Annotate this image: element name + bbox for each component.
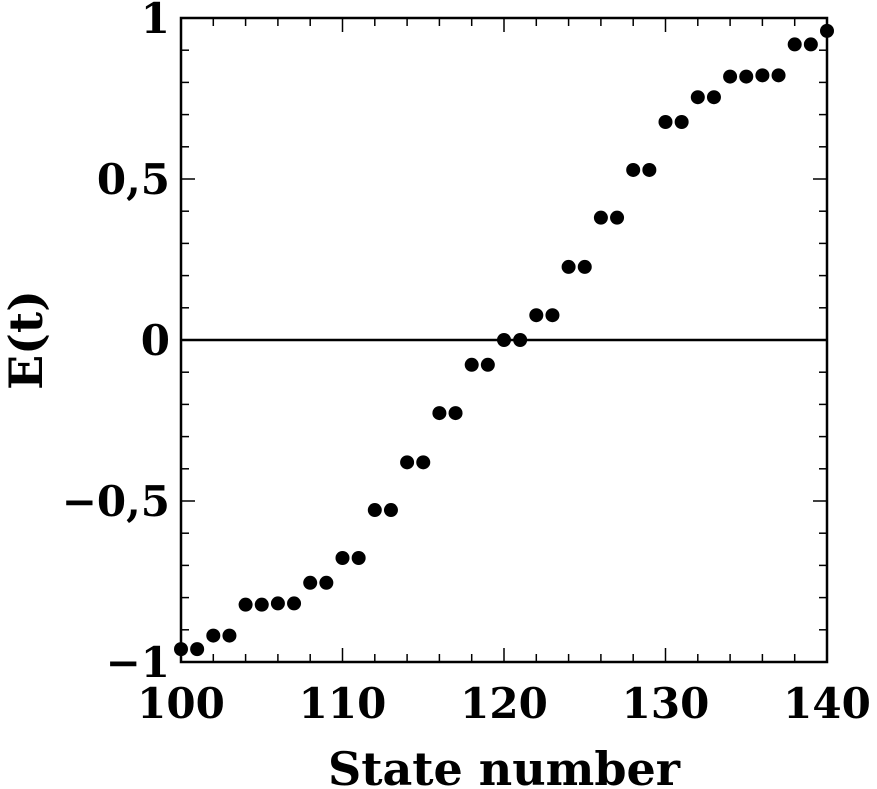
data-point bbox=[513, 333, 528, 347]
y-tick-label: −1 bbox=[106, 638, 170, 687]
y-tick-label: 1 bbox=[141, 0, 170, 43]
data-points bbox=[174, 23, 834, 657]
x-tick-label: 110 bbox=[299, 679, 387, 728]
data-point bbox=[480, 357, 495, 372]
data-point bbox=[335, 550, 350, 565]
data-point bbox=[577, 259, 592, 274]
data-point bbox=[561, 259, 576, 274]
data-point bbox=[545, 308, 560, 323]
data-point bbox=[287, 596, 302, 611]
y-tick-label: −0,5 bbox=[62, 477, 170, 526]
data-point bbox=[755, 68, 770, 83]
data-point bbox=[658, 115, 673, 130]
data-point bbox=[626, 162, 641, 177]
y-tick-label: 0,5 bbox=[97, 155, 170, 204]
data-point bbox=[803, 37, 818, 52]
data-point bbox=[303, 575, 318, 590]
x-tick-labels: 100 110 120 130 140 bbox=[137, 679, 871, 728]
data-point bbox=[270, 596, 285, 611]
data-point bbox=[739, 69, 754, 84]
x-axis-label: State number bbox=[328, 742, 681, 789]
data-point bbox=[723, 69, 738, 84]
data-point bbox=[206, 628, 221, 643]
data-point bbox=[448, 406, 463, 421]
data-point bbox=[690, 90, 705, 105]
data-point bbox=[497, 333, 511, 347]
y-tick-label: 0 bbox=[141, 316, 170, 365]
data-point bbox=[351, 550, 366, 565]
data-point bbox=[432, 406, 447, 421]
data-point bbox=[610, 210, 625, 225]
data-point bbox=[674, 115, 689, 130]
plot-frame bbox=[179, 16, 829, 664]
y-axis-label: E(t) bbox=[0, 290, 53, 390]
data-point bbox=[400, 455, 415, 470]
x-tick-label: 140 bbox=[783, 679, 871, 728]
data-point bbox=[706, 90, 721, 105]
data-point bbox=[367, 503, 382, 518]
data-point bbox=[593, 210, 608, 225]
data-point bbox=[222, 628, 237, 643]
x-tick-label: 100 bbox=[137, 679, 225, 728]
x-tick-label: 130 bbox=[622, 679, 710, 728]
data-point bbox=[319, 575, 334, 590]
data-point bbox=[642, 162, 657, 177]
data-point bbox=[771, 68, 786, 83]
data-point bbox=[416, 455, 431, 470]
data-point bbox=[529, 308, 544, 323]
data-point bbox=[190, 642, 205, 657]
y-tick-labels: 1 0,5 0 −0,5 −1 bbox=[62, 0, 170, 687]
data-point bbox=[383, 503, 398, 518]
data-point bbox=[464, 357, 479, 372]
data-point bbox=[238, 597, 253, 612]
x-tick-label: 120 bbox=[460, 679, 548, 728]
data-point bbox=[254, 597, 269, 612]
data-point bbox=[787, 37, 802, 52]
